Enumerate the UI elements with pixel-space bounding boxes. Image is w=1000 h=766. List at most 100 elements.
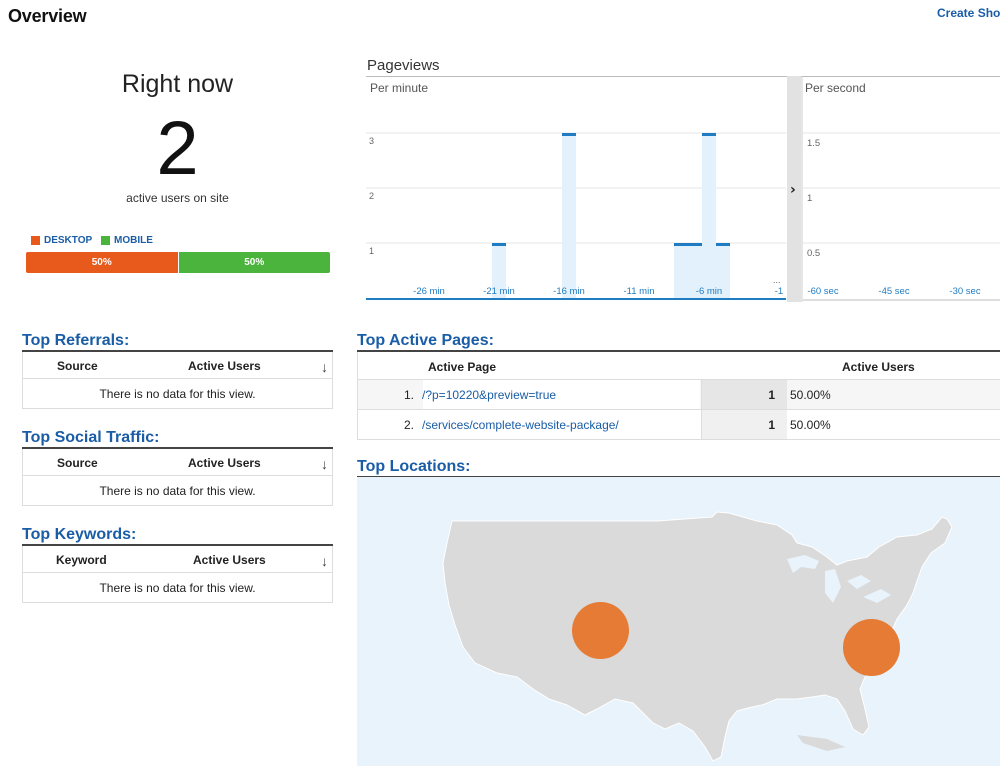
expand-chevron-icon[interactable]: › <box>790 182 796 198</box>
expand-strip[interactable] <box>787 76 801 302</box>
keyword-column-header[interactable]: Keyword <box>56 553 107 567</box>
bar-cap <box>688 243 702 246</box>
bar-column[interactable] <box>562 133 576 298</box>
legend-mobile-label: MOBILE <box>114 235 153 246</box>
bar-column[interactable] <box>674 243 688 298</box>
bar-cap <box>674 243 688 246</box>
keywords-header: Keyword Active Users ↓ <box>22 546 333 573</box>
active-page-column-header[interactable]: Active Page <box>428 360 497 374</box>
row-users-value: 1 <box>768 388 775 402</box>
per-minute-label: Per minute <box>370 81 428 95</box>
row-index: 2. <box>403 418 414 432</box>
row-users-cell: 1 <box>701 380 787 409</box>
row-page-cell <box>423 410 700 439</box>
active-page-link[interactable]: /?p=10220&preview=true <box>422 388 557 402</box>
row-index: 1. <box>403 388 414 402</box>
location-marker-east[interactable] <box>843 619 900 676</box>
pageviews-chart: Per minute 3 2 1 -26 min -21 min -16 min -11 … <box>366 76 1000 302</box>
right-now-title: Right now <box>121 70 234 98</box>
great-lakes <box>787 555 891 603</box>
x-tick-label: -60 sec <box>807 286 838 297</box>
us-landmass <box>442 511 953 762</box>
page-title: Overview <box>8 6 87 26</box>
bar-column[interactable] <box>716 243 730 298</box>
per-second-y-ticks: 1.5 1 0.5 <box>807 138 820 259</box>
keywords-empty-message: There is no data for this view. <box>22 573 333 603</box>
source-column-header[interactable]: Source <box>57 359 98 373</box>
y-tick-label: 1.5 <box>807 138 820 149</box>
legend-desktop-label: DESKTOP <box>44 235 93 246</box>
x-tick-label: -16 min <box>553 286 585 297</box>
active-page-link[interactable]: /services/complete-website-package/ <box>422 418 619 432</box>
x-tick-label: -30 sec <box>949 286 980 297</box>
top-referrals-title: Top Referrals: <box>22 332 130 349</box>
active-users-count: 2 <box>156 106 199 191</box>
y-tick-label: 1 <box>369 246 374 256</box>
row-percent: 50.00% <box>790 418 831 432</box>
location-marker-central[interactable] <box>572 602 629 659</box>
x-tick-label: -1 <box>775 286 783 297</box>
source-column-header[interactable]: Source <box>57 456 98 470</box>
row-users-value: 1 <box>768 418 775 432</box>
locations-map[interactable] <box>357 477 1000 766</box>
bar-column[interactable] <box>702 133 716 298</box>
row-percent: 50.00% <box>790 388 831 402</box>
bar-cap <box>702 133 716 136</box>
top-social-title: Top Social Traffic: <box>22 429 160 446</box>
x-tick-label: -6 min <box>696 286 722 297</box>
legend-mobile: MOBILE <box>101 235 153 246</box>
top-keywords-title: Top Keywords: <box>22 526 137 543</box>
bar-cap <box>562 133 576 136</box>
y-tick-label: 2 <box>369 191 374 201</box>
bar-cap <box>492 243 506 246</box>
active-pages-table: Active Page Active Users 1. /?p=10220&pr… <box>357 350 1000 440</box>
x-tick-label: -45 sec <box>878 286 909 297</box>
social-table: Source Active Users ↓ There is no data f… <box>22 447 333 506</box>
per-second-x-ticks: -60 sec -45 sec -30 sec <box>807 286 980 297</box>
x-tick-label: -21 min <box>483 286 515 297</box>
bar-cap <box>716 243 730 246</box>
more-ticks-glyph: ... <box>773 275 781 285</box>
referrals-table: Source Active Users ↓ There is no data f… <box>22 350 333 409</box>
x-tick-label: -11 min <box>624 286 655 297</box>
social-header: Source Active Users ↓ <box>22 449 333 476</box>
sort-down-icon[interactable]: ↓ <box>321 456 328 472</box>
per-minute-x-ticks: -26 min -21 min -16 min -11 min -6 min -1 <box>413 286 783 297</box>
chart-bars <box>492 133 730 298</box>
legend-desktop: DESKTOP <box>31 235 92 246</box>
mobile-swatch <box>101 236 110 245</box>
row-users-cell: 1 <box>701 410 787 439</box>
bar-column[interactable] <box>688 243 702 298</box>
per-second-label: Per second <box>805 81 866 95</box>
active-users-column-header[interactable]: Active Users <box>188 456 261 470</box>
referrals-empty-message: There is no data for this view. <box>22 379 333 409</box>
mobile-segment[interactable]: 50% <box>178 252 330 273</box>
gulf-coast-islands <box>797 735 845 751</box>
active-users-column-header[interactable]: Active Users <box>193 553 266 567</box>
sort-down-icon[interactable]: ↓ <box>321 359 328 375</box>
active-users-column-header[interactable]: Active Users <box>188 359 261 373</box>
social-empty-message: There is no data for this view. <box>22 476 333 506</box>
table-row: 2. /services/complete-website-package/ 1… <box>357 410 1000 440</box>
keywords-table: Keyword Active Users ↓ There is no data … <box>22 544 333 603</box>
active-users-subtitle: active users on site <box>126 191 229 205</box>
sort-down-icon[interactable]: ↓ <box>321 553 328 569</box>
active-pages-header: Active Page Active Users <box>357 352 1000 380</box>
top-active-pages-title: Top Active Pages: <box>357 332 494 349</box>
pageviews-title: Pageviews <box>367 57 440 74</box>
y-tick-label: 3 <box>369 136 374 146</box>
active-users-column-header[interactable]: Active Users <box>842 360 915 374</box>
top-locations-title: Top Locations: <box>357 458 471 475</box>
desktop-segment[interactable]: 50% <box>26 252 179 273</box>
y-tick-label: 1 <box>807 193 812 204</box>
y-tick-label: 0.5 <box>807 248 820 259</box>
bar-column[interactable] <box>492 243 506 298</box>
desktop-swatch <box>31 236 40 245</box>
device-split-bar: 50% 50% <box>26 252 330 273</box>
x-tick-label: -26 min <box>413 286 445 297</box>
create-shortcut-link[interactable]: Create Shor <box>937 6 1000 20</box>
referrals-header: Source Active Users ↓ <box>22 352 333 379</box>
us-map-svg <box>442 511 953 762</box>
per-minute-y-ticks: 3 2 1 <box>369 136 374 256</box>
row-page-cell <box>423 380 700 409</box>
